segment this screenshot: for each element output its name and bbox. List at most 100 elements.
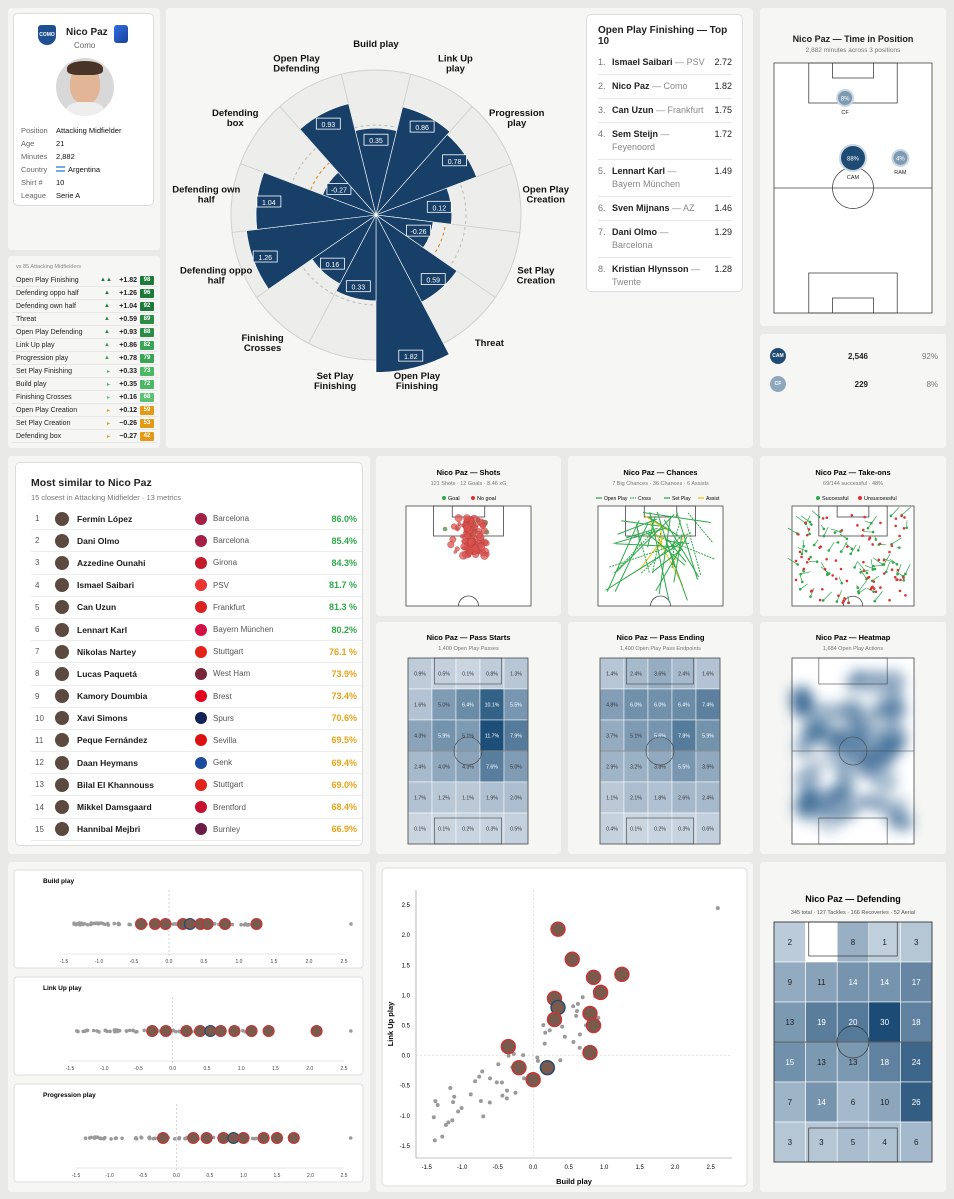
legend-label: Open Play bbox=[604, 496, 628, 502]
similar-club: Burnley bbox=[213, 824, 241, 834]
rank: 8. bbox=[598, 264, 606, 274]
radar-axis-label: play bbox=[446, 64, 466, 75]
player-marker bbox=[245, 1024, 258, 1038]
similar-club: Barcelona bbox=[213, 536, 250, 546]
position-pct: 8% bbox=[841, 97, 850, 103]
similar-pct: 86.0% bbox=[331, 513, 357, 524]
takeon-dot bbox=[861, 534, 864, 538]
takeon-line bbox=[867, 515, 877, 529]
x-tick: 0.0 bbox=[529, 1165, 538, 1171]
heat-blob bbox=[850, 668, 870, 688]
player-marker bbox=[250, 917, 263, 931]
trend-icon: ▲ bbox=[104, 329, 110, 335]
axis-tick: -0.5 bbox=[130, 959, 139, 965]
trend-icon: ▲ bbox=[104, 342, 110, 348]
pitch-box bbox=[818, 817, 888, 845]
population-dot bbox=[547, 1028, 552, 1033]
x-tick: -1.5 bbox=[421, 1165, 432, 1171]
heat-blob bbox=[832, 754, 854, 776]
radar-axis-label: Creation bbox=[517, 276, 556, 287]
population-dot bbox=[521, 1053, 526, 1058]
axis-tick: 0.0 bbox=[166, 959, 173, 965]
grid-cell bbox=[431, 781, 457, 814]
club-crest-icon bbox=[195, 823, 207, 836]
similar-row: 13 Bilal El Khannouss Stuttgart 69.0% bbox=[31, 774, 362, 797]
similar-club: Girona bbox=[213, 558, 238, 568]
grid-value: 1.8% bbox=[654, 796, 666, 802]
percentile-name: Defending oppo half bbox=[16, 289, 79, 297]
position-pitch: 8% CF 88% CAM 4% RAM bbox=[773, 62, 933, 314]
percentile-delta: +0.33 bbox=[119, 367, 137, 375]
beeswarm-title: Build play bbox=[43, 878, 74, 885]
population-dot bbox=[142, 1028, 147, 1033]
population-dot bbox=[535, 1055, 540, 1060]
y-tick: 2.0 bbox=[402, 933, 411, 939]
takeon-dot bbox=[825, 557, 828, 561]
grid-value: 1.1% bbox=[462, 796, 474, 802]
grid-value: 1.7% bbox=[414, 796, 426, 802]
y-tick: 0.5 bbox=[402, 1024, 411, 1030]
player-marker bbox=[217, 1131, 230, 1145]
radar-panel: 0.35 Build play 0.86 Link Up play 0.78 Progres… bbox=[166, 8, 753, 448]
position-panel: Nico Paz — Time in Position 2,882 minute… bbox=[760, 8, 946, 326]
similar-name: Hannibal Mejbri bbox=[77, 824, 141, 835]
pitch-centre-circle bbox=[453, 736, 483, 766]
position-marker bbox=[836, 89, 855, 107]
grid-value: 1.2% bbox=[438, 796, 450, 802]
player-marker bbox=[180, 1024, 193, 1038]
takeon-dot bbox=[900, 514, 903, 518]
field-value: Attacking Midfielder bbox=[56, 124, 121, 137]
population-dot bbox=[114, 1136, 119, 1140]
takeon-dot bbox=[862, 569, 866, 572]
similar-row: 6 Lennart Karl Bayern München 80.2% bbox=[31, 619, 362, 642]
field-value: Argentina bbox=[56, 163, 100, 176]
grid-value: 7.6% bbox=[486, 765, 498, 771]
top10-player: Lennart Karl — Bayern München bbox=[612, 165, 706, 191]
similar-row: 11 Peque Fernández Sevilla 69.5% bbox=[31, 730, 362, 753]
player-avatar bbox=[55, 711, 69, 726]
grid-value: 5.6% bbox=[654, 734, 666, 740]
panel-title: Nico Paz — Pass Starts bbox=[427, 633, 511, 642]
axis-tick: -1.5 bbox=[60, 959, 69, 965]
takeon-dot bbox=[834, 577, 838, 581]
percentile-delta: +0.78 bbox=[119, 354, 137, 362]
similar-club: PSV bbox=[213, 580, 230, 590]
population-dot bbox=[450, 1118, 455, 1123]
x-tick: 2.0 bbox=[671, 1165, 680, 1171]
takeon-line bbox=[873, 557, 883, 565]
shot-dot bbox=[454, 546, 460, 552]
separator: — bbox=[649, 81, 664, 91]
field-value-text: 2,882 bbox=[56, 152, 75, 161]
panel-subtitle: 1,400 Open Play Passes bbox=[438, 646, 499, 652]
y-tick: 1.0 bbox=[402, 993, 411, 999]
population-dot bbox=[105, 1029, 109, 1034]
population-dot bbox=[91, 1028, 96, 1033]
pitch-box bbox=[626, 817, 694, 845]
similar-club: Stuttgart bbox=[213, 647, 244, 657]
population-dot bbox=[446, 1120, 451, 1125]
chance-line bbox=[639, 536, 665, 571]
player-marker bbox=[564, 951, 580, 967]
grid-cell bbox=[647, 750, 673, 783]
grid-value: 0.9% bbox=[414, 672, 426, 678]
club-crest-icon bbox=[195, 667, 207, 680]
club-crest-icon bbox=[195, 801, 207, 814]
grid-cell bbox=[455, 719, 481, 752]
radar-axis-label: Finishing bbox=[314, 381, 356, 392]
grid-value: 4.3% bbox=[462, 765, 474, 771]
heat-blob bbox=[882, 698, 907, 723]
population-dot bbox=[133, 1136, 138, 1141]
pitch-six bbox=[836, 505, 870, 518]
similar-rank: 3 bbox=[35, 558, 40, 568]
grid-cell bbox=[503, 688, 529, 721]
takeon-dot bbox=[835, 600, 839, 603]
percentile-badge: 73 bbox=[140, 366, 154, 376]
population-dot bbox=[112, 1029, 117, 1034]
top10-row: 5. Lennart Karl — Bayern München 1.49 bbox=[598, 160, 732, 197]
takeon-dot bbox=[804, 549, 808, 553]
grid-cell bbox=[695, 812, 721, 845]
takeon-dot bbox=[812, 543, 816, 547]
top10-value: 1.46 bbox=[714, 203, 732, 213]
takeon-line bbox=[870, 559, 874, 570]
chance-line bbox=[616, 514, 675, 572]
